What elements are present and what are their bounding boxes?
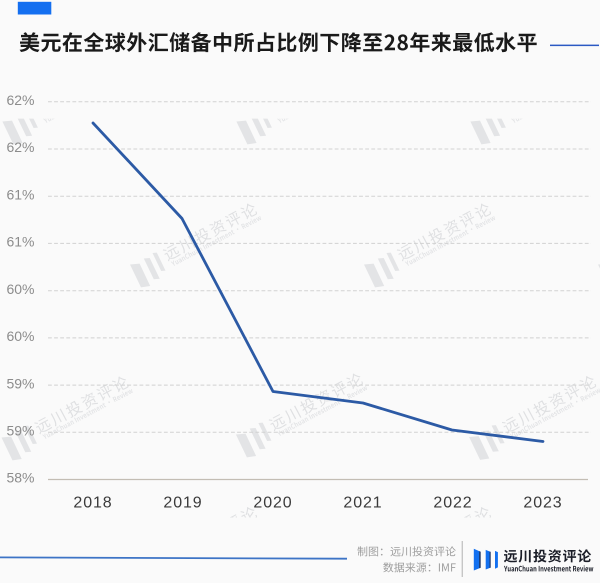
svg-text:2018: 2018 — [73, 495, 112, 512]
svg-text:2023: 2023 — [523, 495, 562, 512]
svg-text:60%: 60% — [6, 328, 34, 344]
svg-text:2022: 2022 — [433, 495, 472, 512]
svg-text:62%: 62% — [6, 139, 34, 155]
svg-text:2020: 2020 — [253, 495, 292, 512]
svg-text:60%: 60% — [6, 281, 34, 297]
svg-text:62%: 62% — [6, 92, 34, 108]
svg-text:59%: 59% — [6, 375, 34, 391]
svg-text:2021: 2021 — [343, 495, 382, 512]
svg-text:58%: 58% — [6, 470, 34, 486]
svg-text:61%: 61% — [6, 186, 34, 202]
svg-text:61%: 61% — [6, 234, 34, 250]
svg-text:2019: 2019 — [163, 495, 202, 512]
svg-text:59%: 59% — [6, 423, 34, 439]
